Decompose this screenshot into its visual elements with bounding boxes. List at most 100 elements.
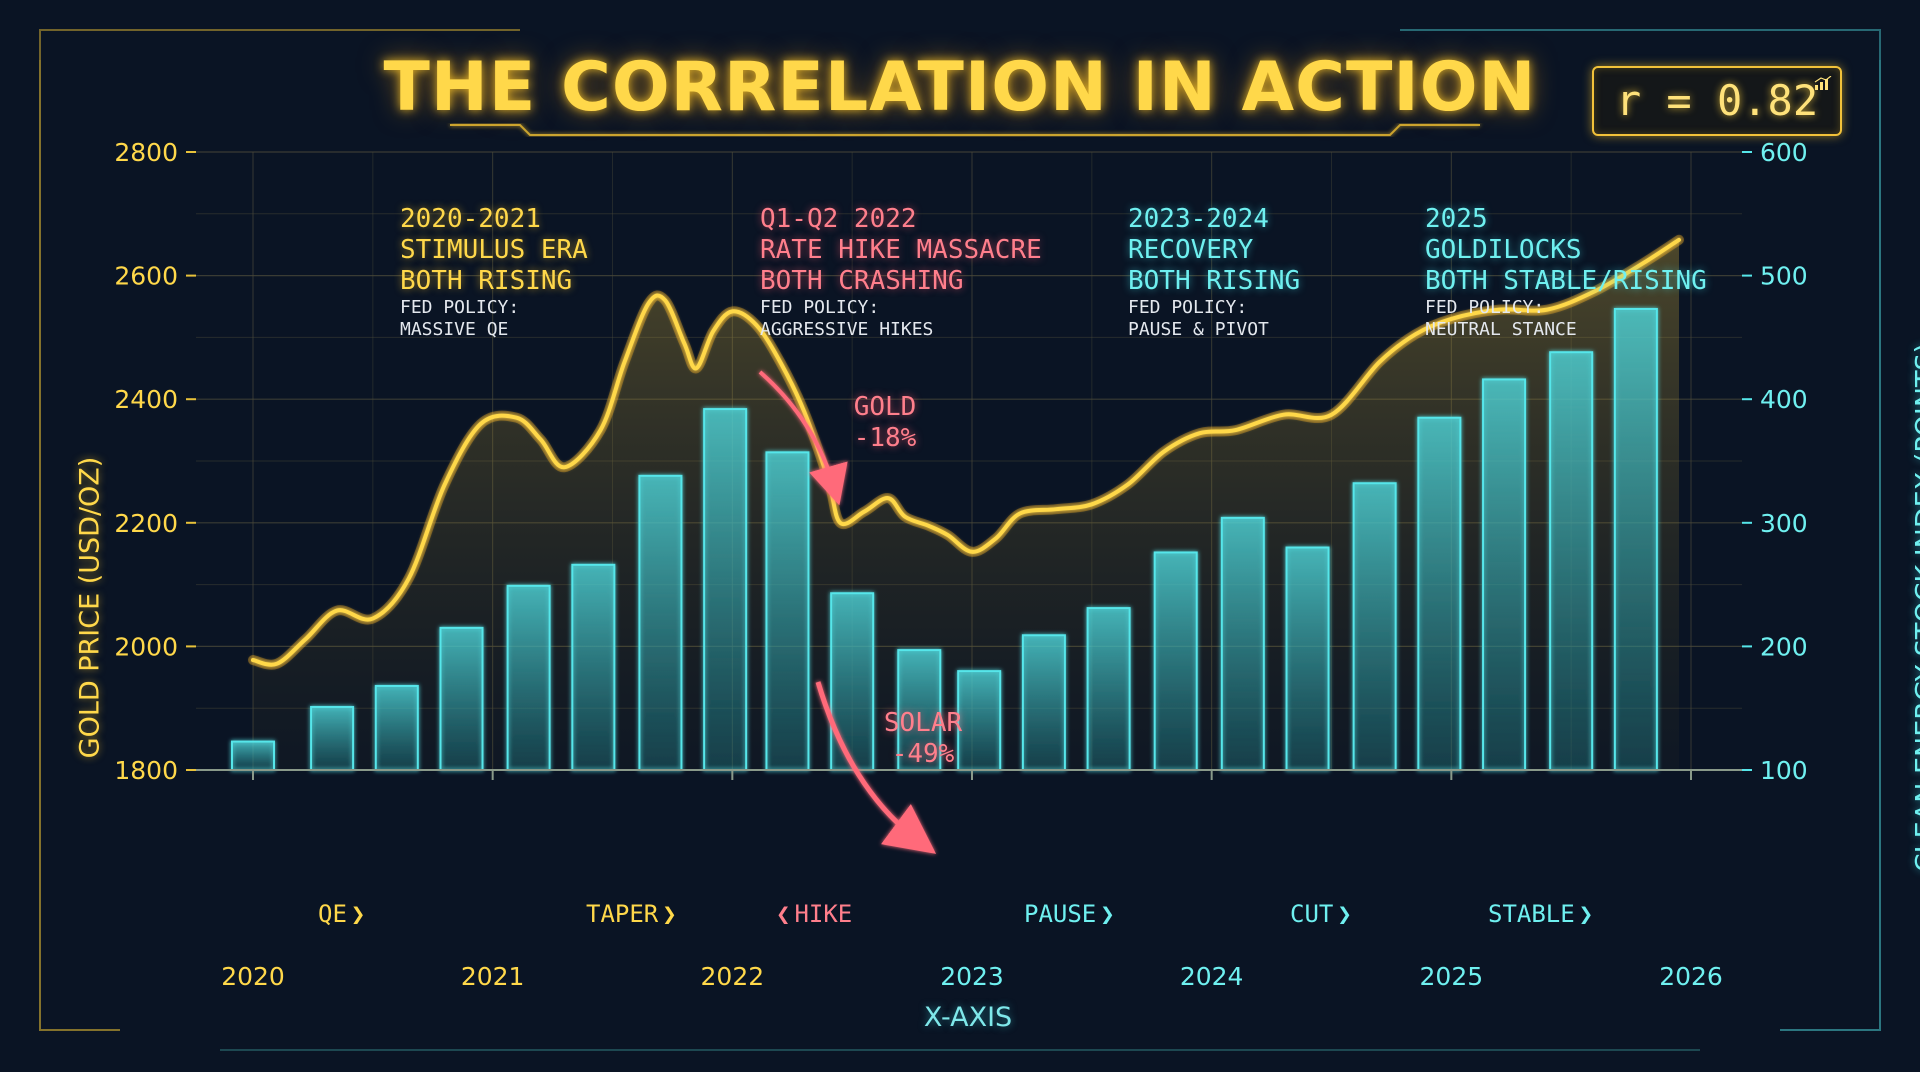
energy-bar [1549,351,1594,771]
correlation-value: r = 0.82 [1615,76,1819,125]
energy-bar [506,584,551,771]
x-tick-label: 2023 [940,962,1004,991]
era-policy-label: FED POLICY: [760,297,880,318]
era-trend: BOTH RISING [1128,266,1301,296]
x-tick-label: 2021 [461,962,525,991]
frame-right-border [1780,60,1881,1031]
energy-bars [231,307,1658,772]
y-right-tick-label: 300 [1760,509,1808,538]
era-trend: BOTH CRASHING [760,266,964,296]
solar-drop-callout: SOLAR -49% [868,708,978,770]
energy-bar [1153,551,1198,771]
era-name: RATE HIKE MASSACRE [760,235,1042,265]
era-policy-label: FED POLICY: [400,297,520,318]
phase-cut: CUT ❯ [1290,900,1356,928]
y-left-tick-label: 2400 [114,385,178,414]
era-policy: NEUTRAL STANCE [1425,319,1577,340]
chevron-right-icon: ❯ [662,900,677,928]
era-policy-label: FED POLICY: [1425,297,1545,318]
era-period: Q1-Q2 2022 [760,204,917,234]
era-policy-label: FED POLICY: [1128,297,1248,318]
title-underline [450,124,1480,136]
phase-label: STABLE [1488,900,1575,928]
phase-label: QE [318,900,347,928]
y-right-tick-label: 400 [1760,385,1808,414]
gold-drop-arrow [758,370,848,506]
x-tick-label: 2020 [221,962,285,991]
energy-bar [765,451,810,771]
era-period: 2020-2021 [400,204,541,234]
y-left-tick-label: 2000 [114,632,178,661]
y-left-tick-label: 1800 [114,756,178,785]
energy-bar [957,670,1002,771]
frame-top-left [39,29,520,60]
chevron-right-icon: ❯ [1100,900,1115,928]
era-stimulus: 2020-2021 STIMULUS ERA BOTH RISING FED P… [400,204,588,341]
era-recovery: 2023-2024 RECOVERY BOTH RISING FED POLIC… [1128,204,1300,341]
callout-value: -18% [853,423,917,453]
phase-pause: PAUSE ❯ [1024,900,1119,928]
chart-title: THE CORRELATION IN ACTION [383,48,1537,127]
energy-bar [231,740,275,772]
y-right-tick-label: 500 [1760,262,1808,291]
era-rate-hike: Q1-Q2 2022 RATE HIKE MASSACRE BOTH CRASH… [760,204,1042,341]
x-axis-title: X-AXIS [923,1002,1013,1033]
phase-hike: ❮ HIKE [772,900,852,928]
x-tick-label: 2024 [1180,962,1244,991]
energy-bar [897,649,942,771]
phase-label: HIKE [794,900,853,928]
era-policy: AGGRESSIVE HIKES [760,319,934,340]
gold-drop-callout: GOLD -18% [830,392,940,454]
era-name: RECOVERY [1128,235,1254,265]
phase-qe: QE ❯ [318,900,369,928]
callout-label: GOLD [853,392,917,422]
energy-bar [1613,307,1658,771]
chevron-left-icon: ❮ [776,900,791,928]
phase-label: CUT [1290,900,1334,928]
y-left-tick-label: 2600 [114,262,178,291]
correlation-badge: r = 0.82 [1592,66,1842,136]
callout-label: SOLAR [883,708,963,738]
y-axis-left-title: GOLD PRICE (USD/OZ) [74,456,106,759]
era-trend: BOTH RISING [400,266,573,296]
energy-bar [374,684,419,772]
y-left-tick-label: 2200 [114,509,178,538]
energy-bar [1352,482,1397,771]
energy-bar [1285,546,1330,772]
energy-bar [1417,416,1462,771]
x-tick-label: 2026 [1659,962,1723,991]
phase-label: TAPER [586,900,659,928]
energy-bar [310,705,355,771]
energy-bar [1086,607,1131,771]
phase-taper: TAPER ❯ [586,900,681,928]
hud-frame [39,29,1881,1051]
y-left-tick-label: 2800 [114,138,178,167]
energy-bar [1220,516,1265,772]
y-right-tick-label: 200 [1760,632,1808,661]
era-trend: BOTH STABLE/RISING [1425,266,1707,296]
phase-label: PAUSE [1024,900,1097,928]
chevron-right-icon: ❯ [1337,900,1352,928]
era-dividers [388,152,1429,770]
energy-bar [1482,378,1527,771]
phase-stable: STABLE ❯ [1488,900,1597,928]
energy-bar [703,408,748,771]
gold-line [248,234,1684,670]
x-tick-label: 2022 [701,962,765,991]
gold-price-line [251,237,1681,667]
energy-bar [439,626,484,771]
era-name: STIMULUS ERA [400,235,588,265]
energy-bar [638,474,683,771]
y-axis-right-title: CLEAN ENERGY STOCK INDEX (POINTS) [1910,342,1920,873]
era-period: 2025 [1425,204,1488,234]
chevron-right-icon: ❯ [350,900,366,928]
y-right-tick-label: 600 [1760,138,1808,167]
x-tick-label: 2025 [1420,962,1484,991]
signal-bars-icon [1814,76,1832,90]
y-right-tick-label: 100 [1760,756,1808,785]
era-policy: MASSIVE QE [400,319,509,340]
era-period: 2023-2024 [1128,204,1269,234]
axes: 1800 2000 2200 2400 2600 2800 100 200 300 400 500 6… [114,138,1807,991]
energy-bar [571,563,616,771]
